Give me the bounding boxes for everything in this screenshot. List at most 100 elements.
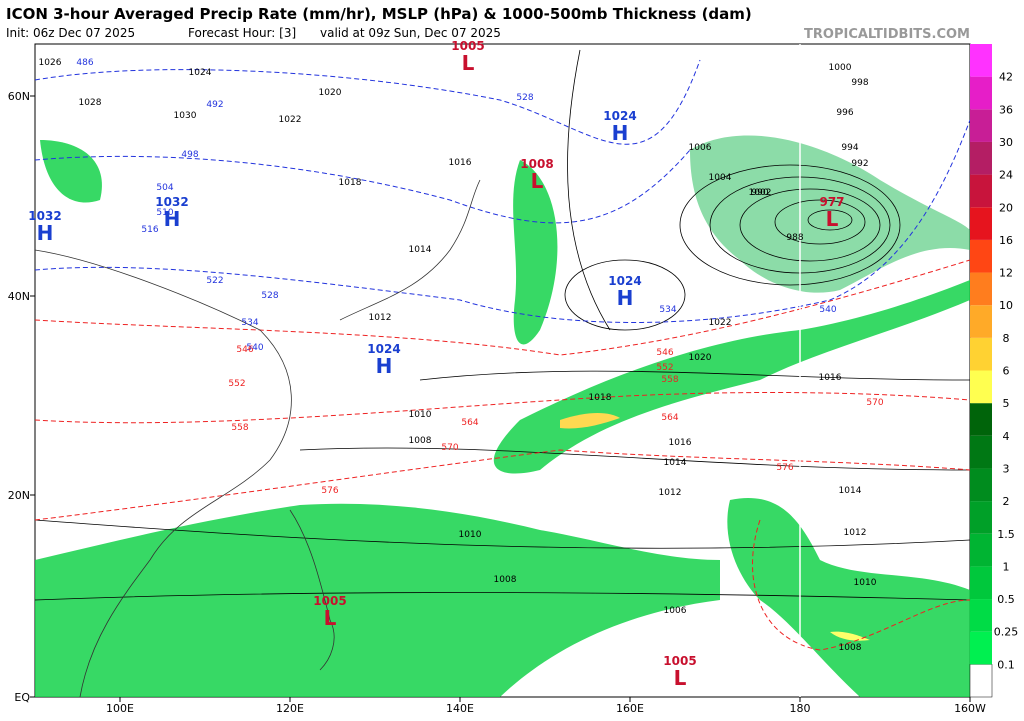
thickness-line bbox=[34, 119, 971, 323]
center-value: 1024 bbox=[603, 109, 636, 123]
colorbar-label: 42 bbox=[999, 71, 1013, 84]
thickness-label: 558 bbox=[231, 423, 248, 433]
thickness-label: 522 bbox=[206, 276, 223, 286]
thickness-label: 546 bbox=[236, 345, 253, 355]
isobar-label: 1010 bbox=[854, 578, 877, 588]
thickness-label: 516 bbox=[141, 225, 158, 235]
isobar-label: 1004 bbox=[709, 173, 732, 183]
coastline bbox=[34, 249, 292, 698]
coastlines bbox=[34, 179, 481, 698]
colorbar-label: 16 bbox=[999, 234, 1013, 247]
colorbar-swatch bbox=[970, 501, 992, 534]
colorbar-swatch bbox=[970, 207, 992, 240]
colorbar-label: 4 bbox=[1003, 430, 1010, 443]
isobar-label: 990 bbox=[751, 188, 768, 198]
lat-label: 20N bbox=[8, 489, 30, 502]
isobar-label: 1006 bbox=[689, 143, 712, 153]
pressure-centers: 1005L1024H1008L1032H1032H1024H1024H977L1… bbox=[28, 39, 844, 690]
precip-area bbox=[513, 160, 558, 345]
center-value: 1005 bbox=[313, 594, 346, 608]
thickness-label: 564 bbox=[661, 413, 678, 423]
colorbar-label: 6 bbox=[1003, 365, 1010, 378]
isobar-label: 1002 bbox=[749, 188, 772, 198]
forecast-hour: Forecast Hour: [3] bbox=[188, 26, 296, 40]
isobar bbox=[739, 188, 881, 262]
center-letter: L bbox=[462, 51, 475, 75]
isobar-label: 1000 bbox=[829, 63, 852, 73]
isobar bbox=[299, 447, 971, 471]
colorbar-swatch bbox=[970, 272, 992, 306]
isobar-label: 1020 bbox=[319, 88, 342, 98]
isobar-label: 1024 bbox=[189, 68, 212, 78]
center-value: 1032 bbox=[155, 195, 188, 209]
map-area bbox=[34, 43, 971, 698]
colorbar-swatch bbox=[970, 337, 992, 371]
axes: 60N 40N 20N EQ 100E 120E 140E 160E 180 160W bbox=[8, 90, 986, 715]
center-letter: L bbox=[324, 606, 337, 630]
thickness-line bbox=[752, 519, 971, 651]
colorbar-label: 0.1 bbox=[997, 658, 1015, 671]
thickness-cold bbox=[34, 59, 971, 323]
center-value: 1008 bbox=[520, 157, 553, 171]
thickness-label: 540 bbox=[246, 343, 263, 353]
thickness-label: 504 bbox=[156, 183, 173, 193]
colorbar-swatch bbox=[970, 239, 992, 273]
lon-label: 100E bbox=[106, 702, 134, 715]
colorbar-label: 24 bbox=[999, 169, 1013, 182]
isobar-label: 1014 bbox=[664, 458, 687, 468]
lat-label: 40N bbox=[8, 290, 30, 303]
colorbar-label: 0.25 bbox=[994, 626, 1019, 639]
colorbar-label: 36 bbox=[999, 103, 1013, 116]
isobar-label: 1008 bbox=[494, 575, 517, 585]
precip-area bbox=[727, 498, 970, 697]
isobar-label: 1014 bbox=[839, 486, 862, 496]
colorbar-label: 30 bbox=[999, 136, 1013, 149]
colorbar-swatch bbox=[970, 468, 992, 502]
center-value: 977 bbox=[819, 195, 844, 209]
isobar-label: 1022 bbox=[279, 115, 302, 125]
thickness-label: 570 bbox=[866, 398, 883, 408]
isobar-label: 1012 bbox=[369, 313, 392, 323]
center-letter: H bbox=[617, 286, 634, 310]
precip-area bbox=[690, 135, 970, 293]
isobars bbox=[34, 49, 971, 601]
colorbar-swatch bbox=[970, 44, 992, 77]
precip-heavy bbox=[560, 413, 620, 429]
thickness-line bbox=[34, 449, 971, 521]
lon-label: 120E bbox=[276, 702, 304, 715]
isobar-label: 994 bbox=[841, 143, 858, 153]
precip-areas bbox=[35, 135, 970, 697]
isobar-label: 992 bbox=[851, 159, 868, 169]
lat-label: EQ bbox=[14, 691, 30, 704]
isobar bbox=[419, 370, 971, 381]
isobar-label: 1016 bbox=[449, 158, 472, 168]
isobar-label: 1016 bbox=[669, 438, 692, 448]
coastline bbox=[289, 509, 335, 671]
center-letter: H bbox=[612, 121, 629, 145]
thickness-label: 528 bbox=[516, 93, 533, 103]
thickness-label: 576 bbox=[321, 486, 338, 496]
isobar-label: 1020 bbox=[689, 353, 712, 363]
isobar-label: 1008 bbox=[409, 436, 432, 446]
precip-heavy bbox=[830, 631, 870, 641]
colorbar: 0.1 0.25 0.5 1 1.5 2 3 4 5 6 8 10 12 16 20 24 30 36 42 bbox=[969, 44, 1019, 698]
isobar bbox=[679, 164, 901, 286]
title: ICON 3-hour Averaged Precip Rate (mm/hr)… bbox=[6, 5, 752, 23]
precip-area bbox=[493, 280, 970, 474]
colorbar-swatch bbox=[970, 305, 992, 338]
thickness-label: 552 bbox=[228, 379, 245, 389]
isobar-label: 998 bbox=[851, 78, 868, 88]
isobar-label: 1010 bbox=[409, 410, 432, 420]
isobar bbox=[34, 519, 971, 549]
precip-area bbox=[35, 503, 720, 697]
thickness-label: 486 bbox=[76, 58, 93, 68]
colorbar-swatch bbox=[970, 76, 992, 110]
lat-label: 60N bbox=[8, 90, 30, 103]
center-value: 1024 bbox=[608, 274, 641, 288]
colorbar-swatch bbox=[970, 370, 992, 404]
thickness-label: 498 bbox=[181, 150, 198, 160]
isobar-label: 1022 bbox=[709, 318, 732, 328]
isobar bbox=[807, 209, 853, 231]
colorbar-label: 1 bbox=[1003, 560, 1010, 573]
colorbar-swatch bbox=[970, 141, 992, 175]
